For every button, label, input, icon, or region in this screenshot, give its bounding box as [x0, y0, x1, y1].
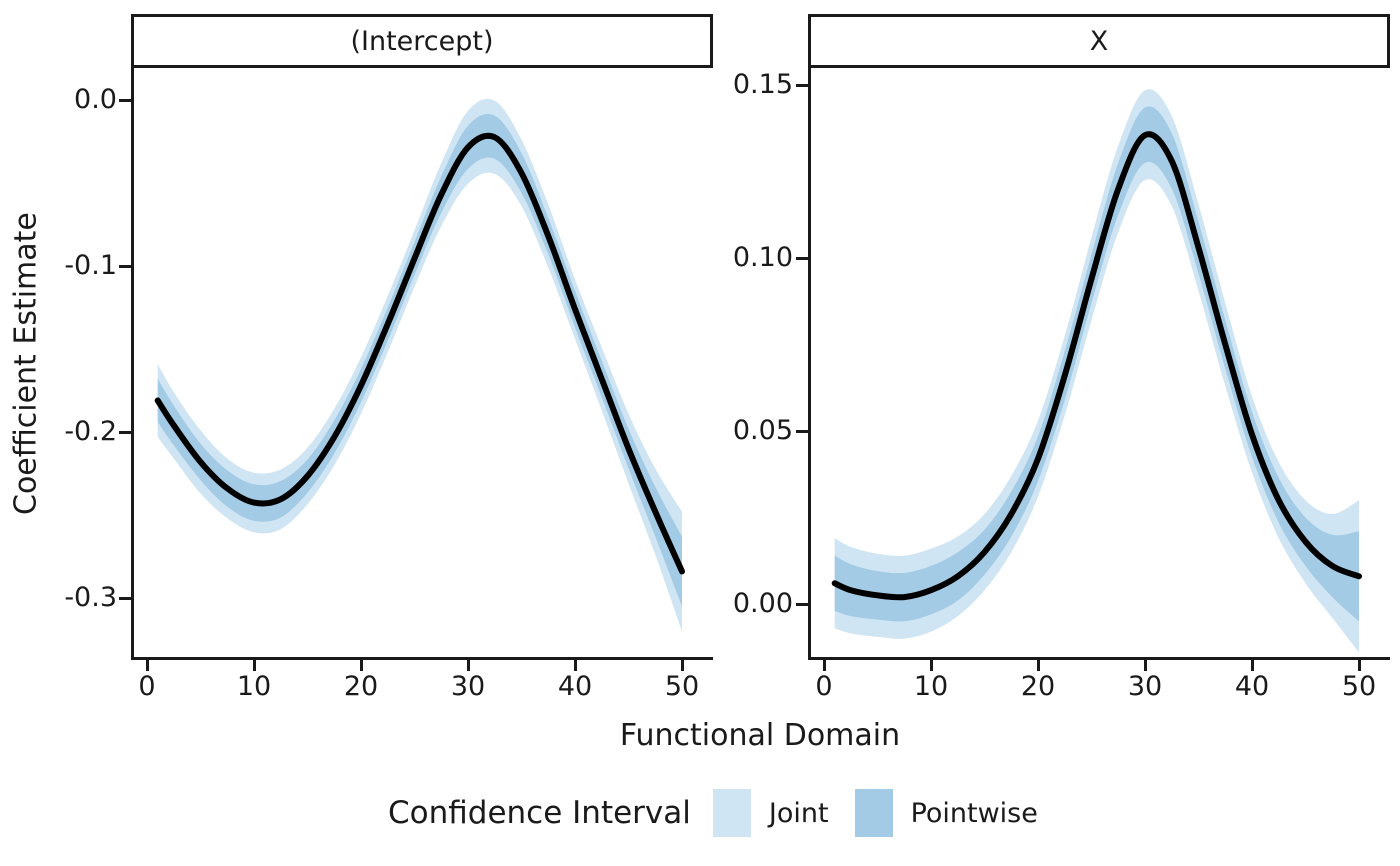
y-tick-mark — [796, 83, 808, 87]
y-tick-mark — [119, 596, 131, 600]
x-tick-label: 20 — [1020, 671, 1056, 702]
x-tick-label: 30 — [450, 671, 486, 702]
estimate-curve — [831, 131, 1362, 601]
x-tick-label: 20 — [343, 671, 379, 702]
y-tick-label: -0.1 — [64, 250, 117, 281]
y-tick-mark — [119, 98, 131, 102]
x-tick-mark — [1036, 660, 1040, 671]
legend-title: Confidence Interval — [388, 795, 691, 831]
facet-strip-x: X — [808, 14, 1390, 68]
x-tick-mark — [822, 660, 826, 671]
y-tick-label: 0.0 — [74, 84, 117, 115]
x-tick-label: 40 — [1234, 671, 1270, 702]
x-tick-label: 50 — [1341, 671, 1377, 702]
x-tick-label: 10 — [236, 671, 272, 702]
x-tick-mark — [1250, 660, 1254, 671]
legend: Confidence Interval Joint Pointwise — [388, 786, 1038, 840]
pointwise-confidence-band — [834, 106, 1359, 622]
x-tick-label: 40 — [557, 671, 593, 702]
x-tick-mark — [573, 660, 577, 671]
x-tick-mark — [145, 660, 149, 671]
strip-label: (Intercept) — [350, 25, 494, 57]
strip-label: X — [1089, 25, 1109, 57]
x-tick-mark — [929, 660, 933, 671]
y-axis-line-right — [808, 68, 811, 660]
x-tick-label: 10 — [913, 671, 949, 702]
y-tick-mark — [796, 256, 808, 260]
y-tick-label: 0.10 — [732, 242, 793, 273]
y-tick-mark — [119, 430, 131, 434]
legend-label-pointwise: Pointwise — [910, 797, 1038, 829]
y-tick-label: 0.15 — [732, 69, 793, 100]
y-tick-mark — [119, 264, 131, 268]
y-axis-title: Coefficient Estimate — [8, 212, 44, 515]
x-axis-title: Functional Domain — [619, 718, 901, 753]
x-tick-mark — [466, 660, 470, 671]
legend-swatch-joint — [712, 789, 751, 837]
x-tick-mark — [252, 660, 256, 671]
y-tick-label: 0.05 — [732, 415, 793, 446]
joint-confidence-band — [834, 89, 1359, 653]
y-tick-mark — [796, 429, 808, 433]
x-axis-line-right — [808, 657, 1390, 660]
x-tick-mark — [680, 660, 684, 671]
y-tick-label: -0.2 — [64, 416, 117, 447]
y-tick-label: -0.3 — [64, 582, 117, 613]
x-tick-label: 30 — [1127, 671, 1163, 702]
y-tick-label: 0.00 — [732, 588, 793, 619]
x-tick-label: 0 — [815, 671, 833, 702]
y-axis-line-left — [131, 68, 134, 660]
x-tick-mark — [1357, 660, 1361, 671]
x-tick-label: 50 — [664, 671, 700, 702]
legend-label-joint: Joint — [768, 797, 829, 829]
chart-panel-x — [831, 89, 1362, 653]
x-axis-line-left — [131, 657, 713, 660]
chart-panel-intercept — [154, 98, 685, 632]
x-tick-mark — [359, 660, 363, 671]
y-tick-mark — [796, 602, 808, 606]
facet-strip-intercept: (Intercept) — [131, 14, 713, 68]
x-tick-mark — [1143, 660, 1147, 671]
legend-swatch-pointwise — [854, 789, 893, 837]
x-tick-label: 0 — [138, 671, 156, 702]
estimate-curve — [154, 132, 685, 575]
